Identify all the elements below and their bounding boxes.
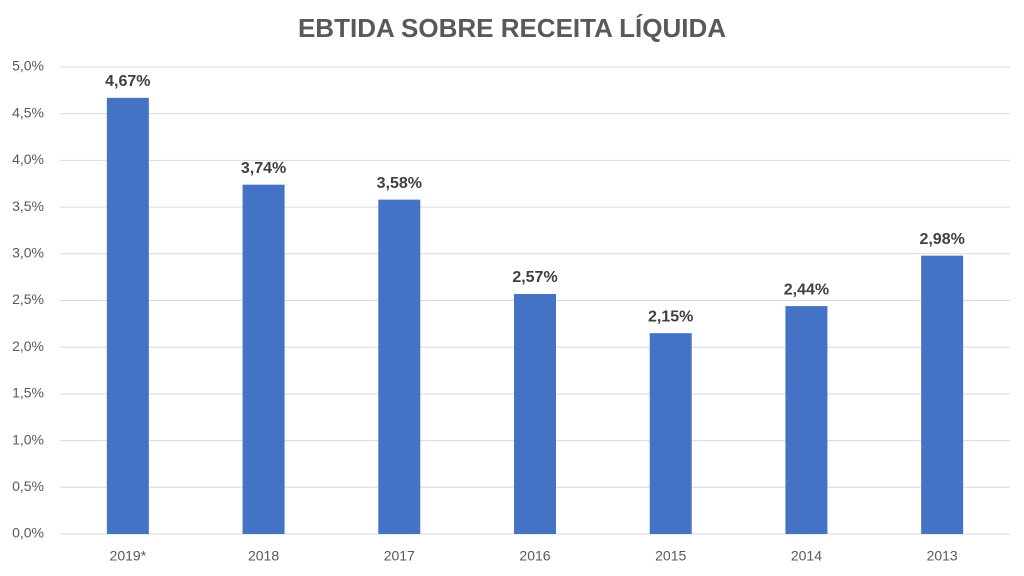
y-tick-label: 2,5%	[12, 291, 44, 307]
y-tick-label: 5,0%	[12, 58, 44, 74]
y-tick-label: 4,5%	[12, 104, 44, 120]
value-label: 4,67%	[105, 73, 150, 90]
y-tick-label: 3,0%	[12, 245, 44, 261]
y-tick-label: 0,5%	[12, 478, 44, 494]
bar	[242, 184, 285, 534]
value-label: 2,98%	[919, 231, 964, 248]
y-tick-label: 1,0%	[12, 431, 44, 447]
x-tick-label: 2014	[791, 548, 822, 564]
y-tick-label: 3,5%	[12, 198, 44, 214]
bar	[106, 97, 149, 535]
bar	[514, 293, 556, 534]
bar	[649, 333, 692, 534]
value-label: 3,58%	[377, 175, 422, 192]
y-tick-label: 0,0%	[12, 525, 44, 541]
y-tick-label: 1,5%	[12, 385, 44, 401]
x-tick-label: 2019*	[110, 548, 147, 564]
bar	[921, 255, 964, 534]
x-tick-label: 2018	[248, 548, 279, 564]
x-tick-label: 2016	[519, 548, 550, 564]
y-tick-label: 4,0%	[12, 151, 44, 167]
x-tick-label: 2013	[927, 548, 958, 564]
value-label: 2,44%	[784, 281, 829, 298]
chart-title: EBTIDA SOBRE RECEITA LÍQUIDA	[298, 13, 726, 43]
y-tick-label: 2,0%	[12, 338, 44, 354]
x-tick-label: 2017	[384, 548, 415, 564]
bar	[785, 306, 828, 534]
x-tick-label: 2015	[655, 548, 686, 564]
bar	[378, 199, 421, 535]
value-label: 3,74%	[241, 160, 286, 177]
value-label: 2,57%	[512, 269, 557, 286]
value-label: 2,15%	[648, 308, 693, 325]
